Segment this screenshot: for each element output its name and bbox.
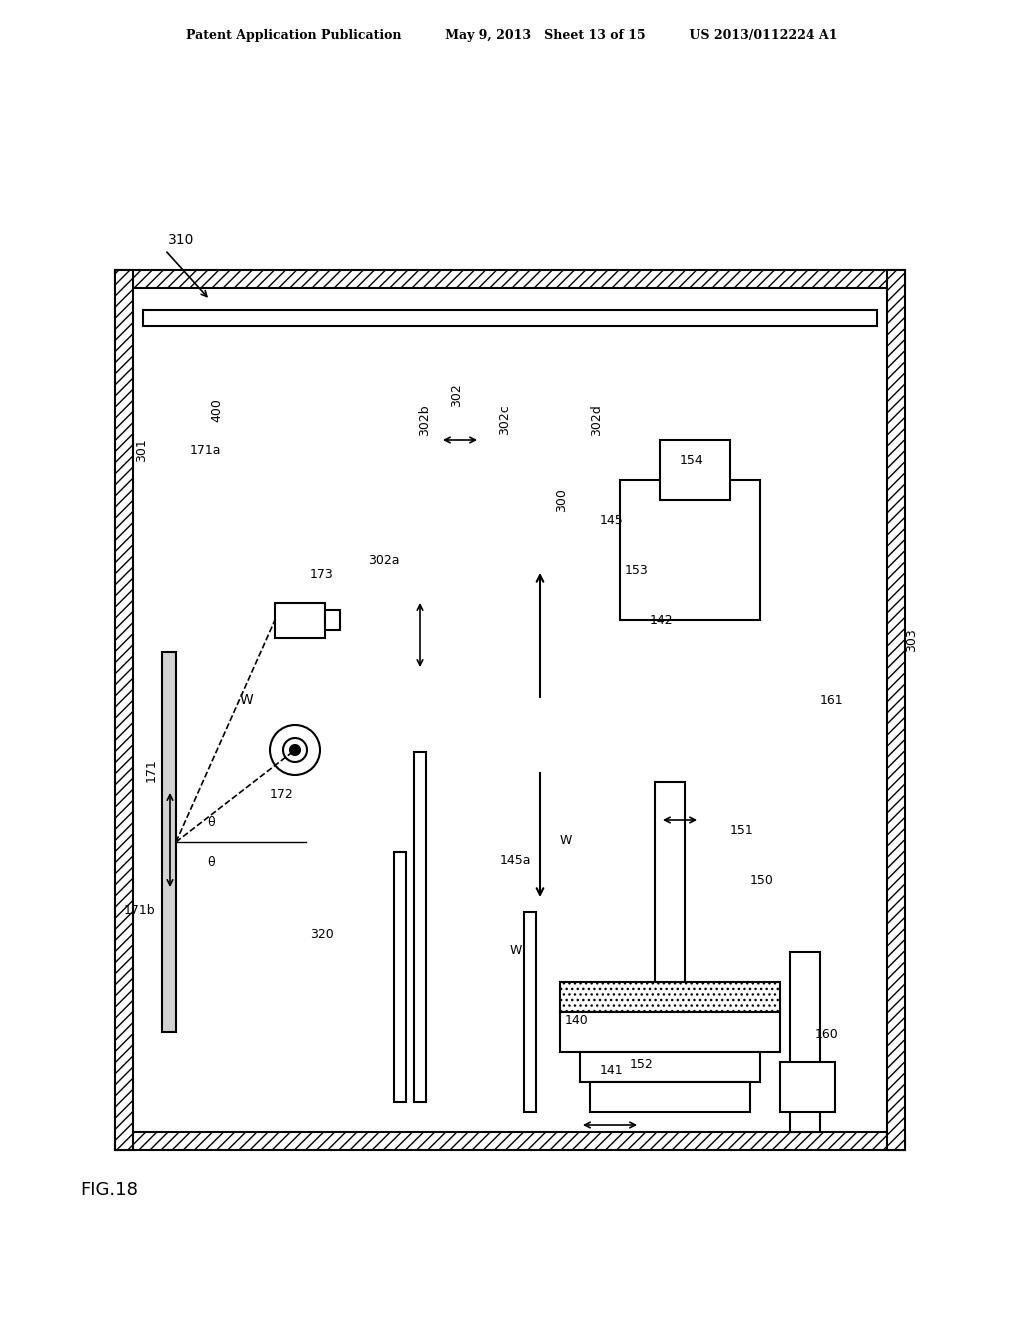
- Text: 301: 301: [135, 438, 148, 462]
- Text: 171b: 171b: [123, 903, 155, 916]
- Text: 310: 310: [168, 234, 195, 247]
- Text: 172: 172: [270, 788, 294, 801]
- Text: FIG.18: FIG.18: [80, 1181, 138, 1199]
- Circle shape: [290, 744, 300, 755]
- Circle shape: [270, 725, 319, 775]
- Bar: [590, 1082, 750, 1111]
- Text: θ: θ: [207, 816, 215, 829]
- Bar: [780, 1063, 835, 1111]
- Bar: [620, 480, 760, 620]
- Text: W: W: [240, 693, 254, 708]
- Text: 150: 150: [750, 874, 774, 887]
- Text: 154: 154: [680, 454, 703, 466]
- Bar: [790, 952, 820, 1133]
- Bar: [660, 440, 730, 500]
- Text: 171: 171: [145, 758, 158, 781]
- Text: 141: 141: [600, 1064, 624, 1077]
- Text: 160: 160: [815, 1028, 839, 1041]
- Text: 173: 173: [310, 569, 334, 582]
- Bar: [275, 603, 325, 638]
- Text: 302d: 302d: [590, 404, 603, 436]
- Text: 302: 302: [450, 383, 463, 407]
- Text: 153: 153: [625, 564, 649, 577]
- Bar: [394, 851, 406, 1102]
- Text: W: W: [560, 833, 572, 846]
- Bar: [162, 652, 176, 1032]
- Text: 161: 161: [820, 693, 844, 706]
- Text: 320: 320: [310, 928, 334, 941]
- Bar: [325, 610, 340, 630]
- Text: Patent Application Publication          May 9, 2013   Sheet 13 of 15          US: Patent Application Publication May 9, 20…: [186, 29, 838, 41]
- Bar: [580, 1052, 760, 1082]
- Bar: [887, 271, 905, 1150]
- Bar: [655, 781, 685, 982]
- Bar: [115, 1133, 905, 1150]
- Text: 145a: 145a: [500, 854, 531, 866]
- Text: 140: 140: [565, 1014, 589, 1027]
- Bar: [560, 982, 780, 1012]
- Text: 152: 152: [630, 1059, 653, 1072]
- Bar: [560, 1012, 780, 1052]
- Text: 302b: 302b: [418, 404, 431, 436]
- Text: 303: 303: [905, 628, 918, 652]
- Text: W: W: [510, 944, 522, 957]
- Text: θ: θ: [207, 855, 215, 869]
- Bar: [143, 310, 877, 326]
- Text: 302a: 302a: [369, 553, 400, 566]
- Text: 400: 400: [210, 399, 223, 422]
- Bar: [115, 271, 905, 288]
- Text: 151: 151: [730, 824, 754, 837]
- Text: 302c: 302c: [498, 405, 511, 436]
- Bar: [524, 912, 536, 1111]
- Text: 142: 142: [650, 614, 674, 627]
- Text: 145: 145: [600, 513, 624, 527]
- Bar: [115, 271, 133, 1150]
- Text: 171a: 171a: [190, 444, 221, 457]
- Bar: [414, 752, 426, 1102]
- Text: 300: 300: [555, 488, 568, 512]
- Circle shape: [283, 738, 307, 762]
